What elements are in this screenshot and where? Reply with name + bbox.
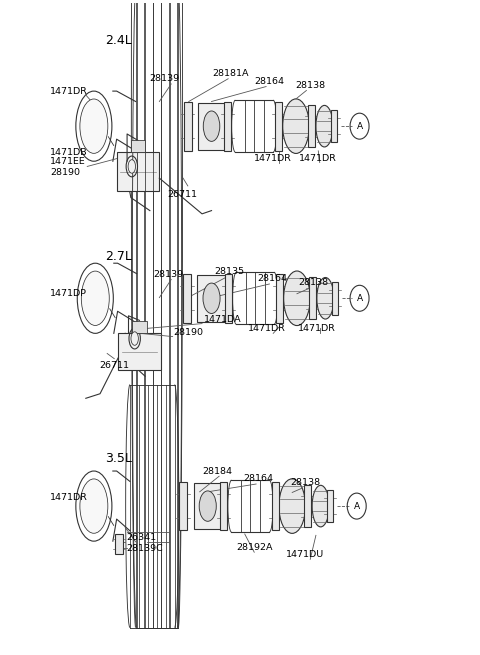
Text: 1471DR: 1471DR bbox=[298, 324, 336, 333]
Text: 28184: 28184 bbox=[202, 466, 232, 476]
Bar bbox=[117, 152, 159, 191]
Bar bbox=[332, 282, 338, 314]
Text: 28138: 28138 bbox=[290, 478, 321, 487]
Bar bbox=[309, 277, 316, 320]
Ellipse shape bbox=[128, 160, 135, 173]
Text: A: A bbox=[357, 294, 362, 303]
Text: 1471DR: 1471DR bbox=[50, 87, 88, 96]
Bar bbox=[198, 103, 225, 149]
Text: 1471DU: 1471DU bbox=[287, 550, 324, 559]
Ellipse shape bbox=[317, 278, 334, 319]
Text: 28164: 28164 bbox=[254, 77, 285, 86]
Text: 28190: 28190 bbox=[50, 168, 80, 177]
Bar bbox=[327, 490, 333, 522]
Text: 26711: 26711 bbox=[167, 190, 197, 199]
Text: 1471DP: 1471DP bbox=[50, 289, 87, 297]
Text: 1471DA: 1471DA bbox=[204, 314, 242, 324]
Text: 28190: 28190 bbox=[174, 328, 204, 337]
Ellipse shape bbox=[203, 283, 220, 314]
Text: 28138: 28138 bbox=[295, 81, 325, 90]
Bar bbox=[331, 110, 337, 142]
Bar bbox=[220, 481, 228, 531]
Text: 28139: 28139 bbox=[153, 270, 183, 279]
Bar bbox=[116, 534, 122, 553]
Text: 1471DR: 1471DR bbox=[300, 153, 337, 162]
Bar bbox=[224, 102, 231, 151]
Ellipse shape bbox=[131, 332, 138, 345]
Bar bbox=[197, 275, 226, 322]
Bar bbox=[304, 485, 311, 527]
Bar bbox=[131, 140, 145, 152]
Ellipse shape bbox=[80, 99, 108, 153]
Text: 1471DB: 1471DB bbox=[50, 148, 88, 157]
Ellipse shape bbox=[80, 479, 108, 533]
Ellipse shape bbox=[203, 111, 220, 141]
Text: 28164: 28164 bbox=[257, 274, 287, 284]
Text: 3.5L: 3.5L bbox=[105, 452, 132, 465]
Text: 1471DR: 1471DR bbox=[50, 493, 88, 502]
Ellipse shape bbox=[199, 491, 216, 521]
Bar bbox=[272, 481, 279, 531]
Bar bbox=[276, 274, 283, 323]
Ellipse shape bbox=[283, 99, 309, 153]
Bar bbox=[118, 333, 161, 370]
Text: 26341: 26341 bbox=[126, 533, 156, 542]
Text: 28138: 28138 bbox=[299, 278, 329, 288]
Text: 2.4L: 2.4L bbox=[105, 34, 132, 47]
Ellipse shape bbox=[81, 271, 109, 326]
Text: 1471DR: 1471DR bbox=[248, 324, 286, 333]
Text: A: A bbox=[357, 122, 362, 130]
Bar bbox=[308, 105, 315, 147]
Text: 28181A: 28181A bbox=[212, 69, 249, 78]
Text: 2.7L: 2.7L bbox=[105, 250, 132, 263]
Text: A: A bbox=[354, 502, 360, 511]
Text: 28139C: 28139C bbox=[126, 544, 163, 553]
Text: 28139: 28139 bbox=[149, 74, 179, 83]
Bar bbox=[132, 321, 146, 333]
Bar bbox=[193, 483, 222, 529]
Text: 28135: 28135 bbox=[215, 267, 245, 276]
Bar bbox=[276, 102, 282, 151]
Ellipse shape bbox=[312, 485, 329, 527]
Bar bbox=[179, 481, 187, 531]
Text: 26711: 26711 bbox=[99, 361, 129, 369]
Ellipse shape bbox=[316, 105, 333, 147]
Text: 28164: 28164 bbox=[243, 474, 273, 483]
Bar bbox=[184, 102, 192, 151]
Text: 1471EE: 1471EE bbox=[50, 157, 86, 166]
Bar bbox=[183, 274, 191, 323]
Ellipse shape bbox=[279, 479, 305, 533]
Text: 28192A: 28192A bbox=[236, 543, 273, 552]
Bar bbox=[225, 274, 232, 323]
Ellipse shape bbox=[284, 271, 310, 326]
Text: 1471DR: 1471DR bbox=[254, 153, 292, 162]
